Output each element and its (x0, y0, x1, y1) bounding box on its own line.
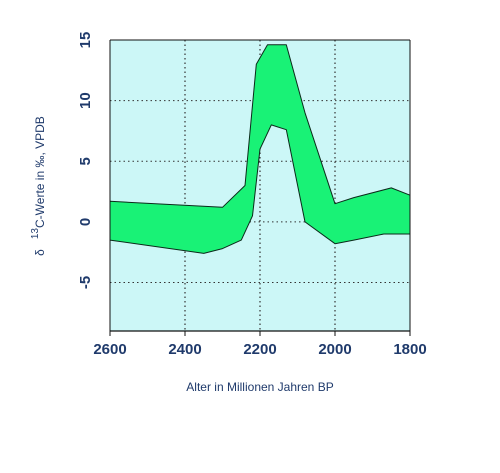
x-tick-label: 2200 (243, 341, 276, 358)
x-axis-title: Alter in Millionen Jahren BP (186, 380, 333, 394)
y-axis-title-prefix: δ (33, 249, 47, 256)
y-axis-title-main: C-Werte in ‰, VPDB (33, 116, 47, 228)
x-tick-labels: 2600 2400 2200 2000 1800 (93, 341, 426, 358)
x-tick-label: 2000 (318, 341, 351, 358)
y-tick-labels: 15 10 5 0 -5 (77, 32, 94, 290)
y-axis-title: δ 13C-Werte in ‰, VPDB (30, 116, 47, 256)
x-tick-label: 2600 (93, 341, 126, 358)
x-tick-label: 1800 (393, 341, 426, 358)
y-tick-label: 15 (77, 32, 94, 49)
y-tick-label: 10 (77, 92, 94, 109)
y-tick-label: -5 (77, 276, 94, 289)
delta13c-band (109, 44, 411, 254)
data-band-layer (109, 44, 411, 254)
x-tick-label: 2400 (168, 341, 201, 358)
y-tick-label: 0 (77, 218, 94, 226)
axes (109, 39, 411, 336)
y-tick-label: 5 (77, 157, 94, 165)
y-axis-title-superscript: 13 (30, 228, 41, 240)
